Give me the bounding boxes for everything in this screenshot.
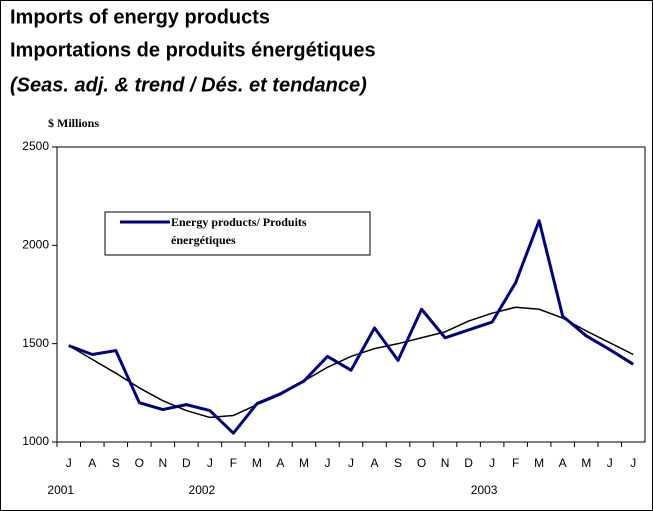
plot-area (56, 146, 646, 443)
x-tick-label: J (607, 456, 613, 470)
legend-box (104, 211, 371, 256)
x-tick-label: J (207, 456, 213, 470)
x-tick-label: A (276, 456, 284, 470)
y-tick-label: 2500 (22, 139, 49, 153)
y-axis-label: $ Millions (48, 116, 99, 130)
x-tick-label: J (489, 456, 495, 470)
x-tick-label: D (464, 456, 473, 470)
x-tick-label: A (559, 456, 567, 470)
x-tick-label: J (66, 456, 72, 470)
x-tick-label: J (348, 456, 354, 470)
x-tick-label: O (417, 456, 426, 470)
x-tick-label: F (230, 456, 237, 470)
y-tick-label: 2000 (22, 238, 49, 252)
x-tick-label: J (630, 456, 636, 470)
x-tick-label: N (441, 456, 450, 470)
series-line (68, 306, 634, 419)
x-tick-label: D (182, 456, 191, 470)
x-tick-label: M (252, 456, 262, 470)
x-tick-label: S (112, 456, 120, 470)
legend-fo: Energy products/ Produits énergétiques (171, 215, 307, 247)
x-tick-label: A (88, 456, 96, 470)
x-tick-label: J (324, 456, 330, 470)
x-tick-label: N (159, 456, 168, 470)
legend-label: Energy products/ Produits énergétiques (171, 215, 307, 247)
x-tick-label: M (581, 456, 591, 470)
x-tick-label: O (135, 456, 144, 470)
year-label: 2002 (189, 483, 216, 497)
chart-subtitle: (Seas. adj. & trend / Dés. et tendance) (10, 74, 367, 96)
x-tick-label: S (394, 456, 402, 470)
x-tick-label: M (534, 456, 544, 470)
year-label: 2001 (47, 483, 74, 497)
series-line (68, 219, 635, 435)
year-label: 2003 (471, 483, 498, 497)
y-tick-label: 1000 (22, 434, 49, 448)
chart-title: Imports of energy products (10, 6, 270, 28)
y-tick-label: 1500 (22, 336, 49, 350)
x-tick-label: A (371, 456, 379, 470)
x-tick-label: F (512, 456, 519, 470)
x-tick-label: M (299, 456, 309, 470)
chart-title-fr: Importations de produits énergétiques (10, 39, 376, 61)
